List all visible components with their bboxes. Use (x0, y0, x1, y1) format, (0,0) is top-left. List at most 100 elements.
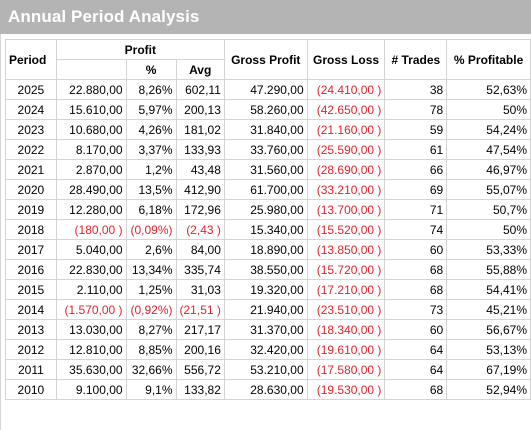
cell-pct-profitable: 45,21% (446, 299, 531, 320)
cell-profit-pct: 8,85% (125, 339, 177, 360)
cell-gross-profit: 61.700,00 (223, 179, 308, 200)
cell-period: 2011 (5, 359, 57, 380)
table-row[interactable]: 2025 22.880,00 8,26% 602,11 47.290,00 (24.410… (5, 79, 531, 100)
cell-trades: 68 (384, 379, 448, 400)
cell-gross-profit: 18.890,00 (223, 239, 308, 260)
cell-gross-loss: (21.160,00 ) (306, 119, 386, 140)
header-trades[interactable]: # Trades (384, 39, 448, 80)
cell-pct-profitable: 54,24% (446, 119, 531, 140)
cell-trades: 78 (384, 99, 448, 120)
header-profit-pct[interactable]: % (125, 59, 177, 80)
table-row[interactable]: 2015 2.110,00 1,25% 31,03 19.320,00 (17.210,0… (5, 279, 531, 300)
cell-period: 2024 (5, 99, 57, 120)
cell-profit: (1.570,00 ) (55, 299, 127, 320)
cell-gross-profit: 21.940,00 (223, 299, 308, 320)
header-gross-profit[interactable]: Gross Profit (223, 39, 308, 80)
header-profit-avg[interactable]: Avg (175, 59, 225, 80)
cell-gross-loss: (17.580,00 ) (306, 359, 386, 380)
cell-trades: 64 (384, 339, 448, 360)
cell-gross-profit: 31.370,00 (223, 319, 308, 340)
cell-profit-avg: 43,48 (175, 159, 225, 180)
table-row[interactable]: 2020 28.490,00 13,5% 412,90 61.700,00 (33.210… (5, 179, 531, 200)
table-row[interactable]: 2021 2.870,00 1,2% 43,48 31.560,00 (28.690,00… (5, 159, 531, 180)
table-row[interactable]: 2017 5.040,00 2,6% 84,00 18.890,00 (13.850,00… (5, 239, 531, 260)
cell-profit-pct: 2,6% (125, 239, 177, 260)
table-row[interactable]: 2010 9.100,00 9,1% 133,82 28.630,00 (19.530,0… (5, 379, 531, 400)
header-period[interactable]: Period (5, 39, 57, 80)
cell-profit: 22.880,00 (55, 79, 127, 100)
cell-profit-avg: 200,13 (175, 99, 225, 120)
cell-period: 2016 (5, 259, 57, 280)
cell-trades: 60 (384, 319, 448, 340)
cell-gross-profit: 25.980,00 (223, 199, 308, 220)
table-row[interactable]: 2013 13.030,00 8,27% 217,17 31.370,00 (18.340… (5, 319, 531, 340)
cell-gross-loss: (18.340,00 ) (306, 319, 386, 340)
cell-gross-profit: 53.210,00 (223, 359, 308, 380)
cell-gross-loss: (13.700,00 ) (306, 199, 386, 220)
cell-trades: 38 (384, 79, 448, 100)
table-row[interactable]: 2019 12.280,00 6,18% 172,96 25.980,00 (13.700… (5, 199, 531, 220)
table-row[interactable]: 2023 10.680,00 4,26% 181,02 31.840,00 (21.160… (5, 119, 531, 140)
table-row[interactable]: 2011 35.630,00 32,66% 556,72 53.210,00 (17.58… (5, 359, 531, 380)
cell-profit-pct: 3,37% (125, 139, 177, 160)
cell-profit: 15.610,00 (55, 99, 127, 120)
cell-trades: 61 (384, 139, 448, 160)
table-row[interactable]: 2022 8.170,00 3,37% 133,93 33.760,00 (25.590,… (5, 139, 531, 160)
cell-profit: 8.170,00 (55, 139, 127, 160)
cell-trades: 68 (384, 279, 448, 300)
cell-trades: 74 (384, 219, 448, 240)
cell-profit-pct: 5,97% (125, 99, 177, 120)
cell-pct-profitable: 54,41% (446, 279, 531, 300)
cell-pct-profitable: 55,88% (446, 259, 531, 280)
table-row[interactable]: 2012 12.810,00 8,85% 200,16 32.420,00 (19.610… (5, 339, 531, 360)
cell-gross-profit: 32.420,00 (223, 339, 308, 360)
cell-profit-pct: 1,25% (125, 279, 177, 300)
cell-pct-profitable: 55,07% (446, 179, 531, 200)
cell-pct-profitable: 50% (446, 99, 531, 120)
header-profit-amount (55, 59, 127, 80)
cell-period: 2023 (5, 119, 57, 140)
cell-profit-pct: 6,18% (125, 199, 177, 220)
cell-profit-pct: 13,34% (125, 259, 177, 280)
cell-gross-loss: (17.210,00 ) (306, 279, 386, 300)
table-row[interactable]: 2016 22.830,00 13,34% 335,74 38.550,00 (15.72… (5, 259, 531, 280)
cell-gross-profit: 38.550,00 (223, 259, 308, 280)
cell-profit-avg: 602,11 (175, 79, 225, 100)
cell-profit: 13.030,00 (55, 319, 127, 340)
cell-profit-pct: 4,26% (125, 119, 177, 140)
cell-gross-profit: 47.290,00 (223, 79, 308, 100)
cell-gross-profit: 28.630,00 (223, 379, 308, 400)
table-row[interactable]: 2014 (1.570,00 ) (0,92%) (21,51 ) 21.940,00(… (5, 299, 531, 320)
cell-period: 2015 (5, 279, 57, 300)
cell-profit-avg: 84,00 (175, 239, 225, 260)
cell-profit-pct: 8,27% (125, 319, 177, 340)
header-gross-loss[interactable]: Gross Loss (306, 39, 386, 80)
header-profit[interactable]: Profit (55, 39, 225, 60)
cell-profit: 22.830,00 (55, 259, 127, 280)
cell-profit: 12.810,00 (55, 339, 127, 360)
cell-profit: (180,00 ) (55, 219, 127, 240)
cell-gross-loss: (15.520,00 ) (306, 219, 386, 240)
table-row[interactable]: 2018 (180,00 ) (0,09%) (2,43 ) 15.340,00 (15.… (5, 219, 531, 240)
cell-profit-pct: 9,1% (125, 379, 177, 400)
cell-pct-profitable: 52,94% (446, 379, 531, 400)
cell-profit: 28.490,00 (55, 179, 127, 200)
cell-pct-profitable: 53,33% (446, 239, 531, 260)
cell-gross-loss: (25.590,00 ) (306, 139, 386, 160)
cell-profit-avg: 556,72 (175, 359, 225, 380)
header-pct-profitable[interactable]: % Profitable (446, 39, 531, 80)
analysis-panel: Period Profit Gross Profit Gross Loss # … (0, 34, 531, 430)
cell-profit: 5.040,00 (55, 239, 127, 260)
cell-pct-profitable: 67,19% (446, 359, 531, 380)
cell-profit-pct: 1,2% (125, 159, 177, 180)
cell-period: 2022 (5, 139, 57, 160)
cell-gross-loss: (19.610,00 ) (306, 339, 386, 360)
cell-profit: 2.870,00 (55, 159, 127, 180)
cell-profit-avg: 335,74 (175, 259, 225, 280)
table-row[interactable]: 2024 15.610,00 5,97% 200,13 58.260,00 (42.650… (5, 99, 531, 120)
cell-gross-loss: (42.650,00 ) (306, 99, 386, 120)
cell-pct-profitable: 50,7% (446, 199, 531, 220)
cell-gross-loss: (24.410,00 ) (306, 79, 386, 100)
cell-trades: 73 (384, 299, 448, 320)
cell-profit-pct: 13,5% (125, 179, 177, 200)
